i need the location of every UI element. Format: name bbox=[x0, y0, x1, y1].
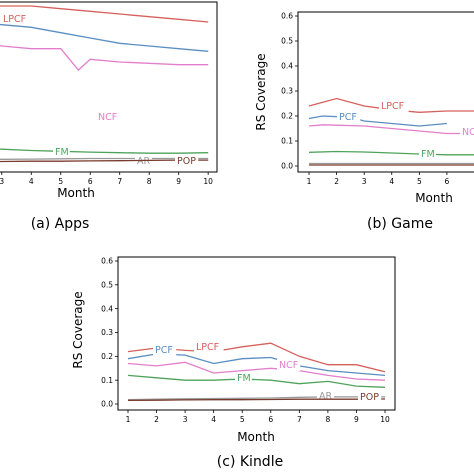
x-axis-label: Month bbox=[237, 430, 275, 444]
x-tick-label: 10 bbox=[380, 415, 390, 424]
series-label-fm: FM bbox=[421, 149, 435, 160]
x-tick-label: 5 bbox=[58, 177, 63, 186]
series-line-ncf bbox=[127, 361, 386, 381]
x-tick-label: 5 bbox=[240, 415, 245, 424]
panel-caption: (a) Apps bbox=[31, 216, 90, 232]
x-tick-label: 6 bbox=[445, 177, 450, 186]
x-axis-label: Month bbox=[57, 186, 95, 200]
x-tick-label: 3 bbox=[183, 415, 188, 424]
y-tick-label: 0.5 bbox=[101, 281, 113, 290]
series-label-lpcf: LPCF bbox=[3, 14, 26, 25]
series-line-fm bbox=[308, 150, 474, 156]
x-tick-label: 3 bbox=[362, 177, 367, 186]
series-label-pcf: PCF bbox=[155, 345, 173, 356]
x-tick-label: 9 bbox=[176, 177, 181, 186]
series-label-lpcf: LPCF bbox=[381, 101, 404, 112]
y-tick-label: 0.5 bbox=[281, 37, 293, 46]
series-line-pcf bbox=[308, 115, 447, 127]
x-tick-label: 7 bbox=[117, 177, 122, 186]
series-label-bg bbox=[358, 391, 382, 403]
x-tick-label: 2 bbox=[154, 415, 159, 424]
series-label-bg bbox=[153, 344, 177, 356]
series-label-fm: FM bbox=[237, 373, 251, 384]
series-label-lpcf: LPCF bbox=[196, 342, 219, 353]
x-axis-label: Month bbox=[415, 191, 453, 205]
series-label-ncf: NCF bbox=[98, 112, 117, 123]
series-line-lpcf bbox=[0, 5, 209, 23]
series-label-bg bbox=[379, 100, 409, 112]
y-tick-label: 0.1 bbox=[281, 137, 293, 146]
series-line-ar bbox=[127, 396, 385, 401]
panel-caption: (b) Game bbox=[367, 216, 433, 232]
series-line-ncf bbox=[308, 124, 474, 135]
x-tick-label: 7 bbox=[297, 415, 302, 424]
x-tick-label: 8 bbox=[147, 177, 152, 186]
plot-frame bbox=[117, 256, 396, 411]
x-tick-label: 1 bbox=[126, 415, 131, 424]
y-tick-label: 0.0 bbox=[101, 400, 113, 409]
y-tick-label: 0.0 bbox=[281, 162, 293, 171]
x-tick-label: 4 bbox=[389, 177, 394, 186]
series-label-pcf: PCF bbox=[339, 112, 357, 123]
x-tick-label: 5 bbox=[417, 177, 422, 186]
series-label-ncf: NCF bbox=[462, 127, 474, 138]
series-label-bg bbox=[419, 148, 436, 160]
panel-caption: (c) Kindle bbox=[217, 454, 283, 470]
series-line-ar bbox=[0, 157, 209, 160]
series-label-bg bbox=[96, 111, 120, 123]
series-line-fm bbox=[127, 374, 386, 388]
plot-frame bbox=[0, 1, 218, 173]
series-label-pop: POP bbox=[360, 392, 379, 403]
x-tick-label: 4 bbox=[211, 415, 216, 424]
series-label-bg bbox=[1, 13, 31, 25]
plot-frame bbox=[297, 11, 474, 173]
y-tick-label: 0.3 bbox=[281, 87, 293, 96]
y-axis-label: RS Coverage bbox=[71, 291, 85, 368]
x-tick-label: 4 bbox=[29, 177, 34, 186]
y-tick-label: 0.2 bbox=[281, 112, 293, 121]
series-line-unlabeled bbox=[0, 23, 209, 52]
series-line-fm bbox=[0, 148, 209, 154]
x-tick-label: 10 bbox=[203, 177, 213, 186]
series-line-pop bbox=[0, 159, 209, 163]
y-tick-label: 0.4 bbox=[101, 304, 113, 313]
panel-apps: 3 4 5 6 7 8 9 10 LPCF NCF FM AR POP Month (a) Apps bbox=[0, 1, 218, 232]
series-label-ar: AR bbox=[319, 391, 332, 402]
x-tick-label: 2 bbox=[334, 177, 339, 186]
series-label-bg bbox=[337, 111, 361, 123]
series-label-bg bbox=[194, 341, 224, 353]
y-tick-label: 0.3 bbox=[101, 328, 113, 337]
series-label-ar: AR bbox=[137, 156, 150, 167]
y-tick-label: 0.2 bbox=[101, 352, 113, 361]
y-axis-label: RS Coverage bbox=[254, 53, 268, 130]
x-tick-label: 9 bbox=[354, 415, 359, 424]
series-label-fm: FM bbox=[55, 147, 69, 158]
x-tick-label: 6 bbox=[268, 415, 273, 424]
series-label-bg bbox=[235, 372, 252, 384]
series-label-pop: POP bbox=[177, 156, 196, 167]
series-line-ncf bbox=[0, 45, 209, 71]
x-tick-label: 6 bbox=[88, 177, 93, 186]
series-label-bg bbox=[53, 146, 70, 158]
y-tick-label: 0.6 bbox=[281, 12, 293, 21]
panel-games: 1 2 3 4 5 6 0.0 0.1 0.2 0.3 0.4 0.5 0.6 LPCF PCF NCF FM M… bbox=[254, 11, 474, 232]
series-label-ncf: NCF bbox=[279, 360, 298, 371]
y-tick-label: 0.1 bbox=[101, 376, 113, 385]
series-label-bg bbox=[175, 155, 199, 167]
panel-kindle: 1 2 3 4 5 6 7 8 9 10 0.0 0.1 0.2 0.3 0.4 0.5 0.6 LPCF PCF N… bbox=[71, 256, 396, 470]
y-tick-label: 0.6 bbox=[101, 257, 113, 266]
x-tick-label: 1 bbox=[307, 177, 312, 186]
series-label-bg bbox=[460, 126, 474, 138]
x-tick-label: 3 bbox=[0, 177, 4, 186]
y-tick-label: 0.4 bbox=[281, 62, 293, 71]
series-label-bg bbox=[277, 359, 301, 371]
x-tick-label: 8 bbox=[326, 415, 331, 424]
series-line-pop bbox=[127, 398, 386, 402]
